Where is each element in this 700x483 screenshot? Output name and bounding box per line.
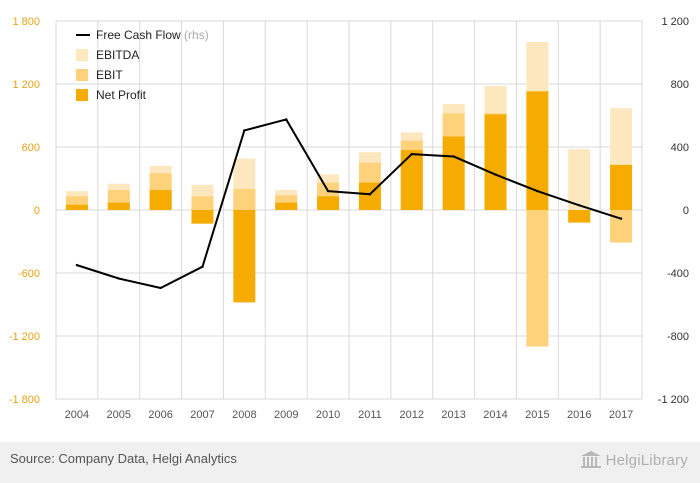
- bar-ebitda[interactable]: [568, 149, 591, 210]
- y-left-tick-label: -600: [18, 268, 40, 280]
- point-free-cash-flow[interactable]: [285, 118, 288, 121]
- point-free-cash-flow[interactable]: [159, 286, 162, 290]
- bar-net-profit[interactable]: [149, 190, 172, 210]
- point-free-cash-flow[interactable]: [326, 189, 330, 193]
- point-free-cash-flow[interactable]: [578, 204, 581, 207]
- point-free-cash-flow[interactable]: [452, 155, 455, 158]
- x-tick-label: 2009: [274, 409, 298, 421]
- bar-net-profit[interactable]: [191, 210, 214, 224]
- x-tick-label: 2017: [609, 409, 633, 421]
- y-right-tick-label: -1 200: [658, 394, 689, 406]
- point-free-cash-flow[interactable]: [368, 193, 372, 196]
- x-tick-label: 2015: [525, 409, 549, 421]
- x-tick-label: 2005: [107, 409, 131, 421]
- bar-net-profit[interactable]: [65, 204, 88, 210]
- y-right-tick-label: 400: [671, 142, 689, 154]
- bar-net-profit[interactable]: [610, 164, 633, 210]
- bar-net-profit[interactable]: [275, 202, 298, 210]
- bar-net-profit[interactable]: [107, 202, 130, 210]
- bar-net-profit[interactable]: [526, 91, 549, 210]
- y-left-tick-label: -1 800: [9, 394, 40, 406]
- y-left-tick-label: 1 800: [12, 16, 40, 28]
- point-free-cash-flow[interactable]: [619, 217, 623, 220]
- x-tick-label: 2004: [65, 409, 89, 421]
- bar-net-profit[interactable]: [442, 136, 465, 211]
- bar-ebit[interactable]: [610, 210, 633, 243]
- y-left-tick-label: 0: [34, 205, 40, 217]
- y-left-tick-label: 1 200: [12, 79, 40, 91]
- x-tick-label: 2007: [190, 409, 214, 421]
- y-left-tick-label: -1 200: [9, 331, 40, 343]
- y-right-tick-label: 800: [671, 79, 689, 91]
- legend-label-ebitda[interactable]: EBITDA: [96, 48, 139, 62]
- y-left-tick-label: 600: [22, 142, 40, 154]
- y-right-tick-label: 1 200: [661, 16, 689, 28]
- bar-ebit[interactable]: [191, 196, 214, 210]
- x-tick-label: 2014: [483, 409, 507, 421]
- point-free-cash-flow[interactable]: [410, 152, 413, 156]
- x-tick-label: 2011: [358, 409, 382, 421]
- y-right-tick-label: -800: [667, 331, 689, 343]
- source-note: Source: Company Data, Helgi Analytics: [10, 451, 237, 466]
- bar-net-profit[interactable]: [317, 196, 340, 210]
- point-free-cash-flow[interactable]: [117, 277, 120, 280]
- x-tick-label: 2016: [567, 409, 591, 421]
- x-tick-label: 2013: [441, 409, 465, 421]
- y-right-tick-label: 0: [683, 205, 689, 217]
- legend-swatch-ebitda: [76, 49, 88, 61]
- x-tick-label: 2012: [400, 409, 424, 421]
- footer: Source: Company Data, Helgi Analytics He…: [0, 442, 700, 483]
- bar-net-profit[interactable]: [400, 150, 423, 210]
- helgi-library-logo[interactable]: HelgiLibrary: [580, 449, 688, 471]
- x-tick-label: 2006: [148, 409, 172, 421]
- bar-ebit[interactable]: [526, 210, 549, 347]
- legend-swatch-net-profit: [76, 89, 88, 101]
- legend-suffix-rhs: (rhs): [184, 28, 209, 42]
- point-free-cash-flow[interactable]: [75, 263, 79, 267]
- bar-net-profit[interactable]: [233, 210, 256, 303]
- bar-ebit[interactable]: [233, 189, 256, 210]
- logo-text: HelgiLibrary: [605, 451, 688, 469]
- point-free-cash-flow[interactable]: [494, 173, 497, 176]
- line-free-cash-flow[interactable]: [76, 118, 622, 289]
- x-tick-label: 2010: [316, 409, 340, 421]
- point-free-cash-flow[interactable]: [536, 189, 539, 193]
- legend-swatch-ebit: [76, 69, 88, 81]
- y-right-tick-label: -400: [667, 268, 689, 280]
- point-free-cash-flow[interactable]: [201, 265, 204, 268]
- x-tick-label: 2008: [232, 409, 256, 421]
- legend-label-net-profit[interactable]: Net Profit: [96, 88, 147, 102]
- bar-net-profit[interactable]: [484, 114, 507, 210]
- point-free-cash-flow[interactable]: [243, 129, 246, 132]
- library-building-icon: [580, 451, 601, 468]
- legend-label-free-cash-flow[interactable]: Free Cash Flow (rhs): [96, 28, 209, 42]
- bar-net-profit[interactable]: [568, 210, 591, 223]
- legend-label-ebit[interactable]: EBIT: [96, 68, 123, 82]
- combo-chart: 1 800 1 200 600 0 -600 -1 200 -1 800 1 200 800 40…: [9, 16, 689, 421]
